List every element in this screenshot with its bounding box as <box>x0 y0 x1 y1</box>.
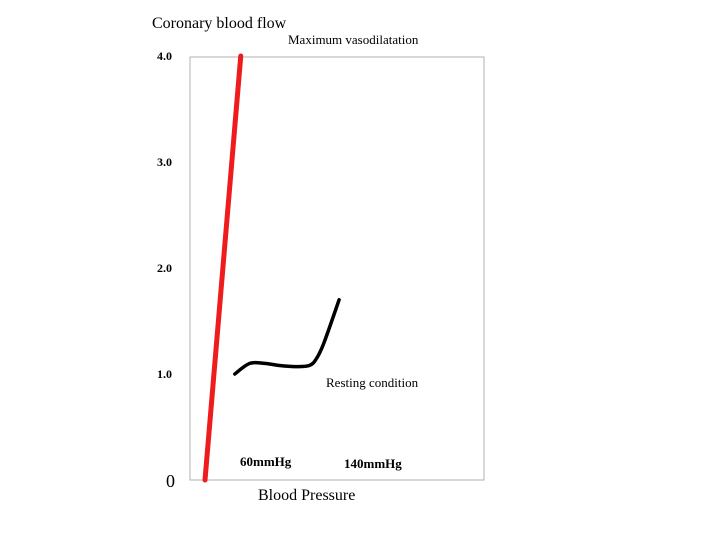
y-tick-label: 1.0 <box>157 367 172 381</box>
resting-condition-label: Resting condition <box>326 375 419 390</box>
y-axis-title: Coronary blood flow <box>152 15 287 32</box>
x-axis-title: Blood Pressure <box>258 487 355 504</box>
y-tick-label: 2.0 <box>157 261 172 275</box>
max-vasodilatation-label: Maximum vasodilatation <box>288 32 419 47</box>
series-labels: Maximum vasodilatation Resting condition <box>288 32 419 390</box>
x-point-labels: 60mmHg 140mmHg <box>240 454 402 471</box>
x-point-label: 140mmHg <box>344 456 402 471</box>
max-vasodilatation-line <box>202 53 244 483</box>
plot-frame <box>189 56 485 481</box>
x-point-label: 60mmHg <box>240 454 292 469</box>
series-layer <box>202 53 341 483</box>
y-tick-label: 3.0 <box>157 155 172 169</box>
y-origin-label: 0 <box>166 471 175 491</box>
resting-condition-line <box>233 298 341 376</box>
y-tick-label: 4.0 <box>157 49 172 63</box>
y-tick-labels: 4.0 3.0 2.0 1.0 <box>157 49 172 381</box>
